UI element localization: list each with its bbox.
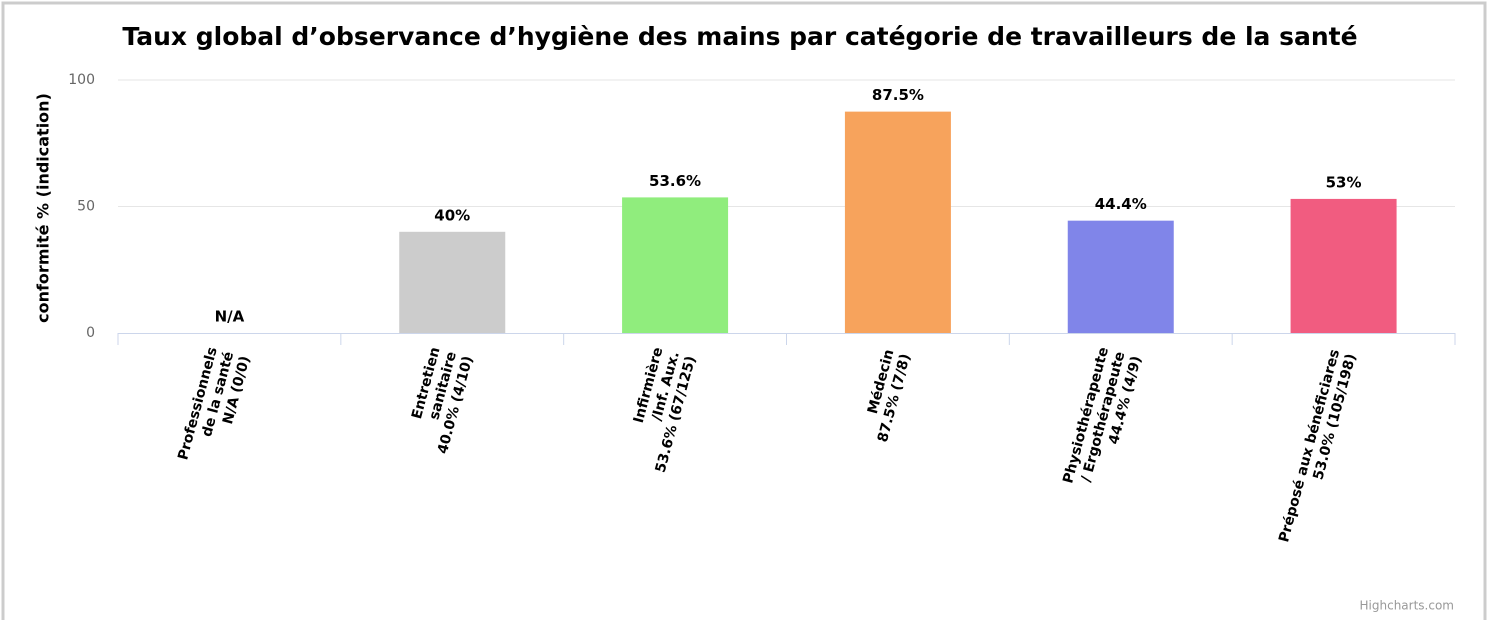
data-label: 53% bbox=[1326, 173, 1362, 191]
data-label: 87.5% bbox=[872, 86, 924, 104]
data-label: 44.4% bbox=[1095, 195, 1147, 213]
chart-title: Taux global d’observance d’hygiène des m… bbox=[122, 22, 1357, 51]
credits: Highcharts.com bbox=[1360, 599, 1454, 613]
y-axis-title: conformité % (indication) bbox=[34, 93, 53, 323]
y-tick-label: 0 bbox=[86, 325, 95, 341]
bar bbox=[1290, 198, 1397, 333]
bar bbox=[1067, 220, 1174, 333]
data-label: 53.6% bbox=[649, 172, 701, 190]
y-tick-label: 100 bbox=[68, 72, 95, 88]
bar bbox=[622, 197, 729, 333]
y-tick-label: 50 bbox=[77, 199, 95, 215]
data-label: 40% bbox=[434, 206, 470, 224]
bar bbox=[844, 111, 951, 333]
bar bbox=[399, 231, 506, 333]
data-label: N/A bbox=[215, 308, 245, 326]
